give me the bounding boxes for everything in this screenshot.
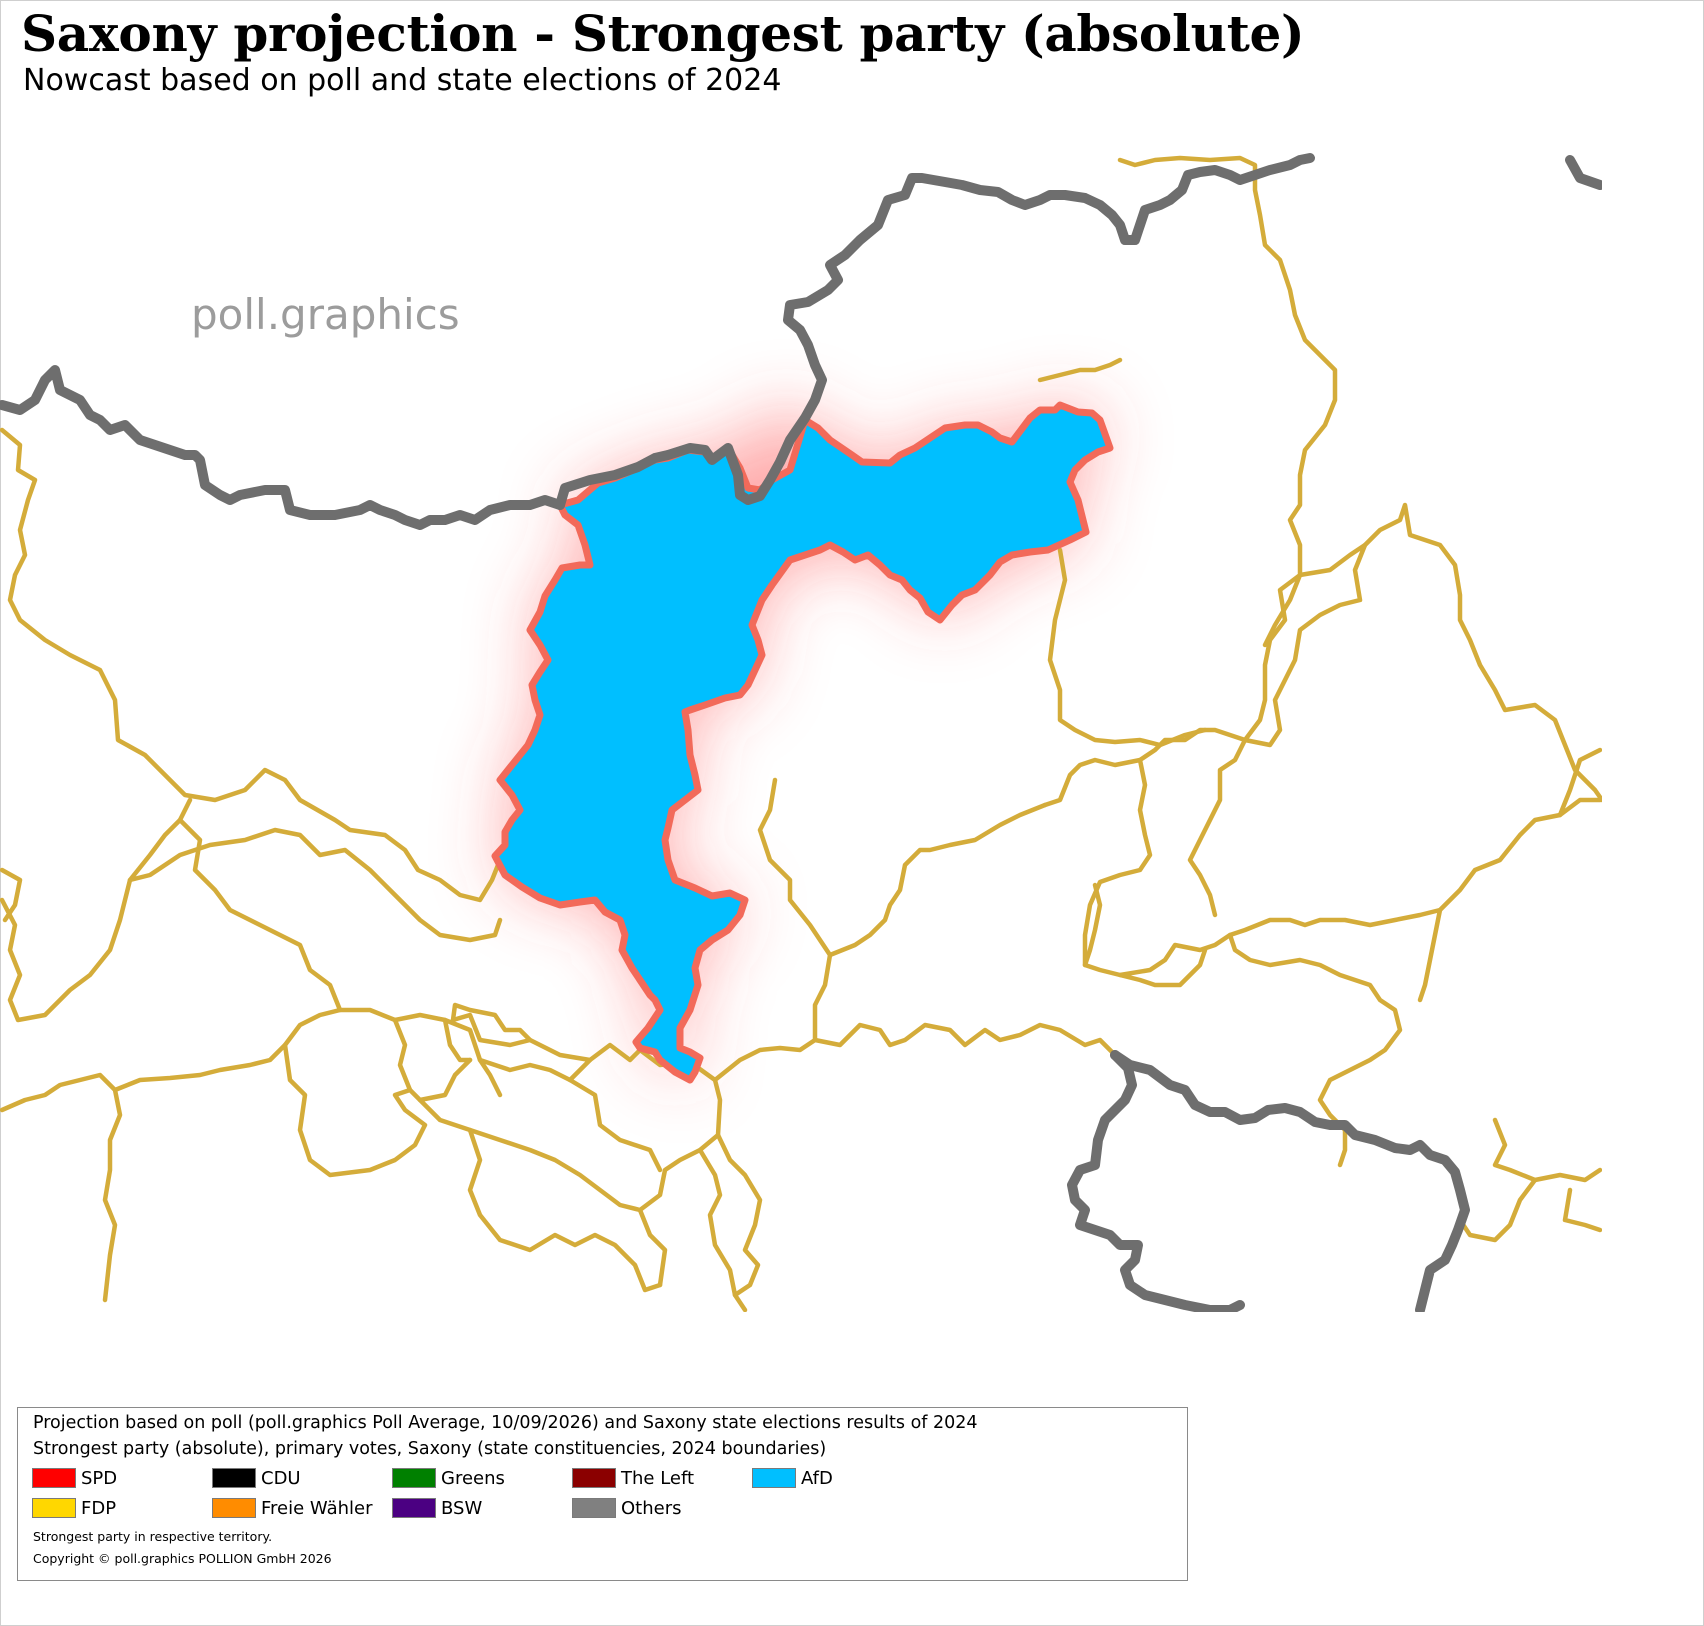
legend-item-greens: Greens [392,1466,505,1490]
legend-item-freie-waehler: Freie Wähler [212,1496,372,1520]
legend-copyright: Copyright © poll.graphics POLLION GmbH 2… [33,1551,332,1566]
legend-item-spd: SPD [32,1466,117,1490]
legend-swatch [572,1498,616,1518]
legend-swatch [752,1468,796,1488]
state-border [0,153,1602,1312]
legend-item-the-left: The Left [572,1466,694,1490]
legend-swatch [32,1498,76,1518]
legend-item-fdp: FDP [32,1496,116,1520]
afd-constituency[interactable] [491,401,1114,1084]
page-title: Saxony projection - Strongest party (abs… [21,4,1305,63]
legend-label: The Left [621,1467,695,1489]
legend-swatch [32,1468,76,1488]
legend-item-others: Others [572,1496,682,1520]
legend-description-line: Strongest party (absolute), primary vote… [33,1439,827,1459]
legend-label: Greens [441,1467,505,1489]
legend-label: CDU [261,1467,301,1489]
legend-item-cdu: CDU [212,1466,301,1490]
legend-note: Strongest party in respective territory. [33,1529,273,1544]
legend-swatch [392,1498,436,1518]
legend-label: AfD [801,1467,833,1489]
legend-swatch [212,1498,256,1518]
legend-swatch [392,1468,436,1488]
legend-item-afd: AfD [752,1466,833,1490]
legend-label: BSW [441,1497,483,1519]
legend-source-line: Projection based on poll (poll.graphics … [33,1413,978,1433]
legend-item-bsw: BSW [392,1496,482,1520]
legend-swatch [572,1468,616,1488]
legend-label: Freie Wähler [261,1497,373,1519]
legend-label: SPD [81,1467,118,1489]
legend: Projection based on poll (poll.graphics … [17,1407,1188,1581]
legend-swatch [212,1468,256,1488]
legend-label: FDP [81,1497,117,1519]
watermark: poll.graphics [191,290,460,339]
constituency-borders [0,155,1602,1312]
page-subtitle: Nowcast based on poll and state election… [23,63,782,98]
legend-label: Others [621,1497,682,1519]
